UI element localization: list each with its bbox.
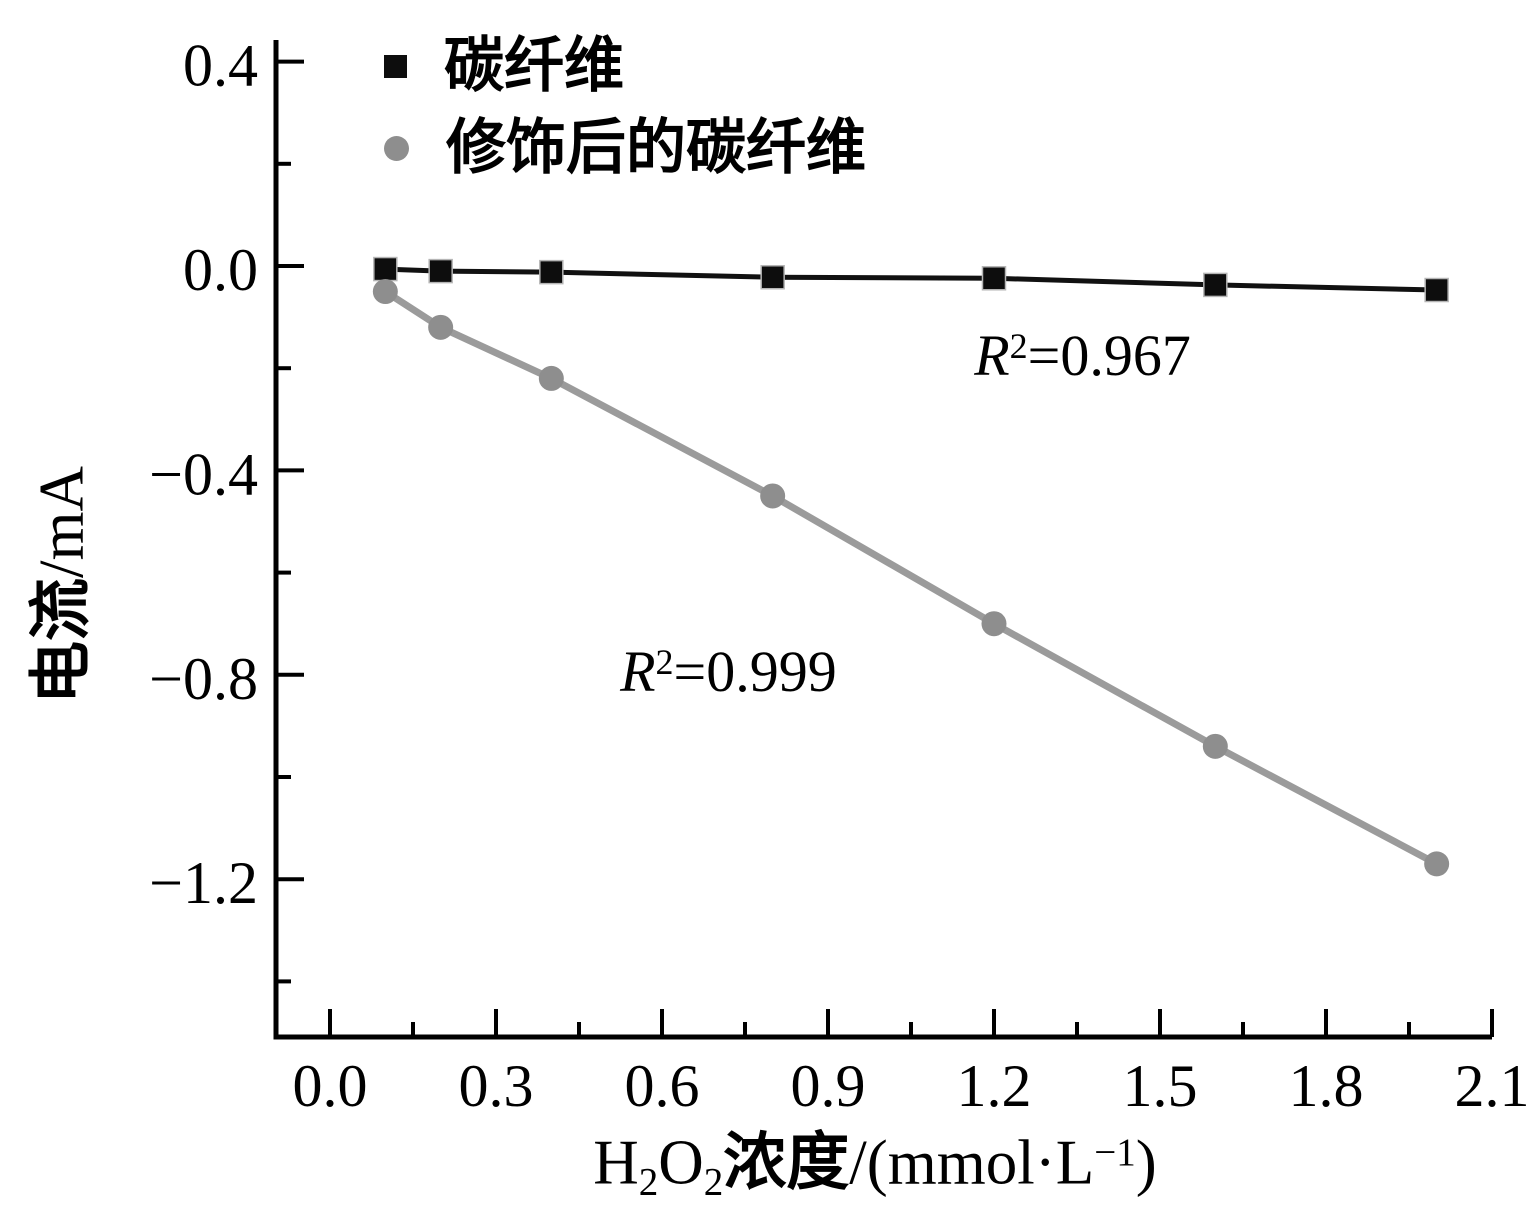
y-axis-title-cjk: 电流	[26, 578, 97, 705]
y-axis-title: 电流/mA	[27, 466, 97, 704]
data-point-square	[539, 259, 564, 285]
data-point-circle	[1202, 733, 1228, 759]
annotation-r-symbol: R	[620, 639, 656, 705]
legend-label-modified-carbon-fiber: 修饰后的碳纤维	[446, 115, 866, 181]
x-tick-label: 1.8	[1288, 1053, 1363, 1119]
legend-circle-marker-icon	[384, 135, 409, 161]
y-tick-label: −0.4	[149, 441, 258, 507]
data-point-square	[1424, 277, 1449, 303]
x-tick-label: 1.2	[956, 1053, 1031, 1119]
data-point-square	[760, 264, 785, 290]
x-axis-title-subscript2: 2	[703, 1160, 724, 1204]
x-tick-label: 0.9	[790, 1053, 865, 1119]
data-point-square	[373, 256, 398, 282]
data-point-square	[1203, 272, 1228, 298]
x-axis-title-cjk: 浓度	[723, 1127, 850, 1198]
y-tick-label: 0.4	[183, 33, 258, 99]
annotation-exponent: 2	[655, 641, 674, 682]
x-axis-title-unit: /(mmol·L	[849, 1127, 1095, 1198]
x-tick-label: 2.1	[1454, 1053, 1529, 1119]
y-tick-label: −1.2	[149, 850, 258, 916]
annotation-value: =0.967	[1027, 322, 1191, 388]
data-point-circle	[981, 611, 1007, 637]
legend: 碳纤维 修饰后的碳纤维	[384, 34, 866, 198]
annotation-exponent: 2	[1009, 325, 1028, 366]
x-tick-label: 0.0	[293, 1053, 368, 1119]
x-axis-title: H2O2浓度/(mmol·L−1)	[593, 1130, 1157, 1201]
x-tick-label: 1.5	[1122, 1053, 1197, 1119]
y-tick-label: −0.8	[149, 646, 258, 712]
y-axis-title-unit: /mA	[26, 465, 97, 579]
legend-label-carbon-fiber: 碳纤维	[444, 33, 624, 99]
data-point-circle	[538, 365, 564, 391]
r-squared-annotation-modified-carbon-fiber: R2=0.999	[620, 643, 837, 701]
data-point-square	[428, 258, 453, 284]
x-axis-title-element1: H	[593, 1127, 639, 1198]
data-point-circle	[1424, 851, 1450, 877]
x-tick-label: 0.3	[458, 1053, 533, 1119]
data-point-square	[981, 266, 1007, 291]
x-axis-title-subscript1: 2	[638, 1160, 659, 1204]
x-axis-title-unit-close: )	[1135, 1127, 1157, 1198]
data-point-circle	[372, 279, 398, 305]
data-point-circle	[428, 314, 454, 340]
annotation-r-symbol: R	[974, 322, 1010, 388]
legend-item-carbon-fiber: 碳纤维	[384, 34, 866, 98]
legend-item-modified-carbon-fiber: 修饰后的碳纤维	[384, 116, 866, 180]
y-tick-label: 0.0	[183, 237, 258, 303]
x-tick-label: 0.6	[624, 1053, 699, 1119]
legend-square-marker-icon	[384, 54, 407, 78]
x-axis-title-superscript: −1	[1094, 1130, 1136, 1174]
x-axis-title-element2: O	[658, 1127, 704, 1198]
annotation-value: =0.999	[673, 639, 837, 705]
r-squared-annotation-carbon-fiber: R2=0.967	[974, 325, 1191, 385]
data-point-circle	[760, 483, 786, 509]
